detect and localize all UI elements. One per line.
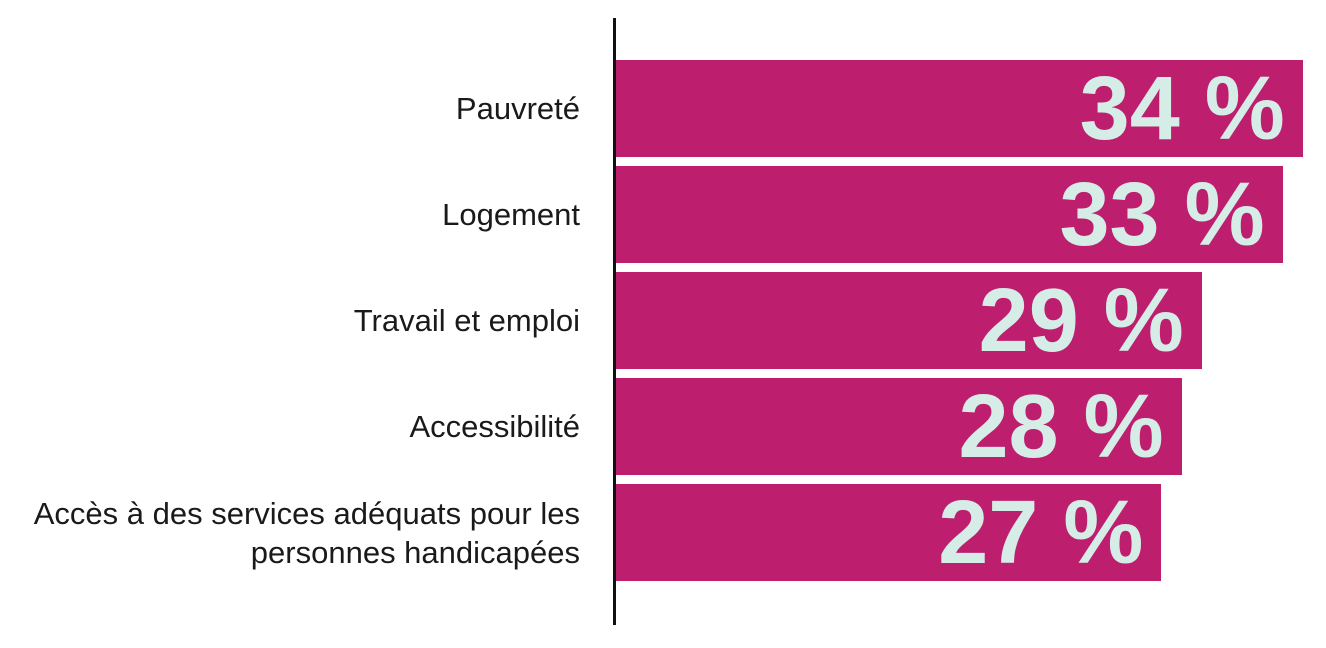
category-label: Travail et emploi [353, 303, 580, 338]
category-label: Pauvreté [455, 91, 580, 126]
value-label: 29 % [978, 270, 1184, 371]
axis-line [613, 18, 616, 625]
value-label: 27 % [938, 482, 1144, 583]
bar: 29 % [616, 272, 1202, 369]
bar: 28 % [616, 378, 1182, 475]
bar: 33 % [616, 166, 1283, 263]
bar: 27 % [616, 482, 1162, 583]
category-label: Accès à des services adéquats pour les p… [33, 495, 580, 570]
value-label: 28 % [958, 376, 1164, 477]
category-label: Logement [442, 197, 580, 232]
value-label: 34 % [1079, 58, 1285, 159]
bar: 34 % [616, 60, 1303, 157]
category-label: Accessibilité [409, 409, 580, 444]
value-label: 33 % [1059, 164, 1265, 265]
